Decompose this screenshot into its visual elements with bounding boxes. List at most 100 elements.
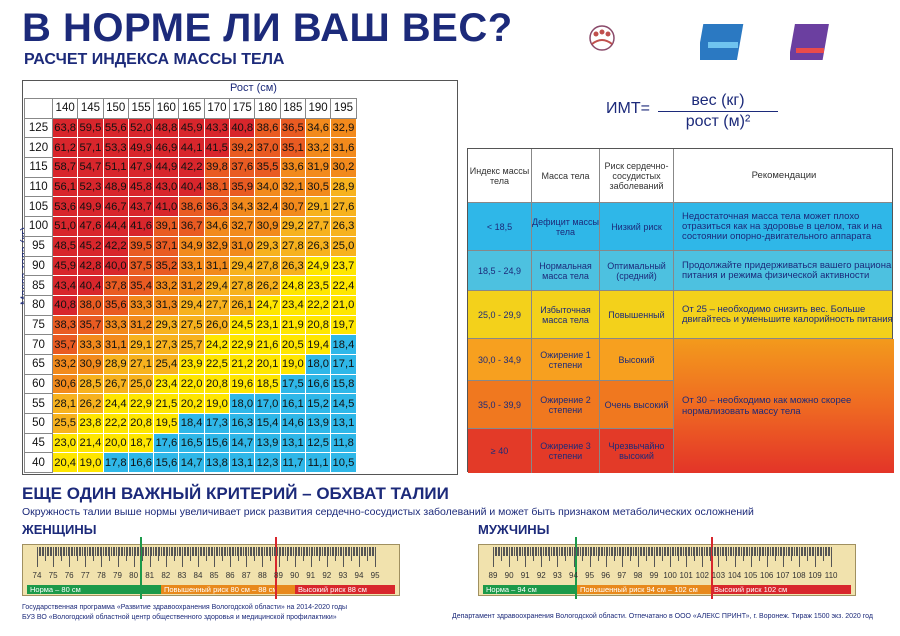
bmi-cell: 21,0 — [330, 294, 357, 316]
height-header: 145 — [77, 98, 104, 119]
ruler-tick — [681, 547, 683, 556]
ruler-number: 98 — [633, 571, 643, 580]
bmi-cell: 55,6 — [102, 117, 129, 139]
ruler-tick — [515, 547, 517, 556]
ruler-tick — [771, 547, 773, 556]
ruler-tick — [739, 547, 741, 556]
bmi-cell: 11,7 — [279, 452, 306, 474]
bmi-cell: 22,0 — [178, 373, 205, 395]
ruler-tick — [299, 547, 301, 556]
bmi-cell: 44,9 — [153, 157, 180, 178]
bmi-cell: 58,7 — [51, 157, 79, 178]
bmi-cell: 22,2 — [304, 294, 332, 316]
ruler-tick — [330, 547, 332, 556]
ruler-tick — [167, 547, 169, 556]
ruler-number: 97 — [617, 571, 627, 580]
men-norm-bar: Норма – 94 см — [483, 585, 577, 594]
bmi-cell: 31,1 — [203, 255, 231, 277]
bmi-cell: 48,9 — [102, 176, 129, 198]
bmi-row: 95 48,5 45,2 42,2 39,5 37,1 34,9 32,9 31,0 29,3 27… — [24, 235, 357, 257]
waist-section-text: Окружность талии выше нормы увеличивает … — [22, 506, 754, 518]
ruler-tick — [710, 547, 712, 561]
ruler-tick — [243, 547, 245, 556]
women-elevated-bar: Повышенный риск 80 см – 88 см — [161, 585, 295, 594]
recommendations-header: Индекс массы тела Масса тела Риск сердеч… — [468, 149, 892, 203]
bmi-cell: 20,8 — [304, 314, 332, 336]
ruler-tick — [737, 547, 739, 556]
bmi-cell: 21,9 — [279, 314, 306, 336]
bmi-cell: 23,1 — [254, 314, 281, 336]
ruler-tick — [649, 547, 651, 556]
ruler-tick — [276, 547, 278, 556]
ruler-tick — [581, 547, 583, 561]
rec-row-overweight: 25,0 - 29,9 Избыточная масса тела Повыше… — [468, 291, 893, 339]
bmi-cell: 31,3 — [153, 294, 180, 316]
ruler-tick — [744, 547, 746, 556]
rec-index: 35,0 - 39,9 — [468, 381, 532, 428]
bmi-cell: 27,6 — [330, 196, 357, 218]
ruler-tick — [123, 547, 125, 556]
height-header: 140 — [51, 98, 79, 119]
women-norm-bar: Норма – 80 см — [27, 585, 161, 594]
ruler-tick — [86, 547, 88, 556]
header-mass: Масса тела — [532, 149, 600, 202]
height-header: 185 — [279, 98, 306, 119]
bmi-cell: 13,1 — [330, 413, 357, 434]
bmi-cell: 35,6 — [102, 294, 129, 316]
bmi-cell: 24,9 — [304, 255, 332, 277]
bmi-cell: 57,1 — [77, 137, 104, 159]
ruler-tick — [101, 547, 103, 567]
ruler-tick — [560, 547, 562, 556]
ruler-tick — [769, 547, 771, 556]
ruler-tick — [281, 547, 283, 556]
ruler-tick — [349, 547, 351, 556]
ruler-tick — [239, 547, 241, 556]
ruler-tick — [673, 547, 675, 556]
ruler-tick — [781, 547, 783, 556]
ruler-tick — [333, 547, 335, 556]
bmi-cell: 19,7 — [330, 314, 357, 336]
mass-header: 55 — [24, 393, 53, 414]
ruler-tick — [283, 547, 285, 556]
mass-header: 95 — [24, 235, 53, 257]
bmi-cell: 21,6 — [254, 334, 281, 355]
bmi-cell: 38,0 — [77, 294, 104, 316]
ruler-tick — [191, 547, 193, 556]
ruler-number: 107 — [776, 571, 790, 580]
bmi-cell: 35,1 — [279, 137, 306, 159]
bmi-cell: 23,5 — [304, 275, 332, 296]
ruler-tick — [170, 547, 172, 556]
ruler-tick — [818, 547, 820, 556]
ruler-tick — [665, 547, 667, 556]
ruler-tick — [584, 547, 586, 556]
bmi-cell: 18,0 — [229, 393, 256, 414]
ruler-number: 92 — [322, 571, 332, 580]
ruler-tick — [774, 547, 776, 561]
bmi-cell: 47,9 — [127, 157, 155, 178]
ruler-tick — [78, 547, 80, 556]
bmi-cell: 37,5 — [127, 255, 155, 277]
ruler-tick — [296, 547, 298, 556]
ruler-tick — [140, 547, 142, 556]
bmi-cell: 43,7 — [127, 196, 155, 218]
ruler-tick — [748, 547, 750, 556]
footer-right: Департамент здравоохранения Вологодской … — [452, 613, 873, 620]
ruler-number: 104 — [727, 571, 742, 580]
ruler-tick — [236, 547, 238, 556]
ruler-tick — [565, 547, 567, 561]
ruler-tick — [641, 547, 643, 556]
ruler-tick — [249, 547, 251, 556]
rec-mass: Избыточная масса тела — [532, 291, 600, 338]
height-header: 175 — [229, 98, 256, 119]
ruler-tick — [618, 547, 620, 556]
ruler-tick — [591, 547, 593, 556]
bmi-cell: 29,4 — [178, 294, 205, 316]
ruler-tick — [533, 547, 535, 561]
ruler-tick — [555, 547, 557, 556]
bmi-cell: 17,1 — [330, 353, 357, 375]
bmi-row: 120 61,2 57,1 53,3 49,9 46,9 44,1 41,5 39,2 37,0 3… — [24, 137, 357, 159]
rec-advice: Недостаточная масса тела может плохо отр… — [682, 210, 882, 242]
bmi-row: 45 23,0 21,4 20,0 18,7 17,6 16,5 15,6 14,7 13,9 13… — [24, 432, 357, 454]
ruler-tick — [782, 547, 784, 567]
ruler-tick — [523, 547, 525, 556]
